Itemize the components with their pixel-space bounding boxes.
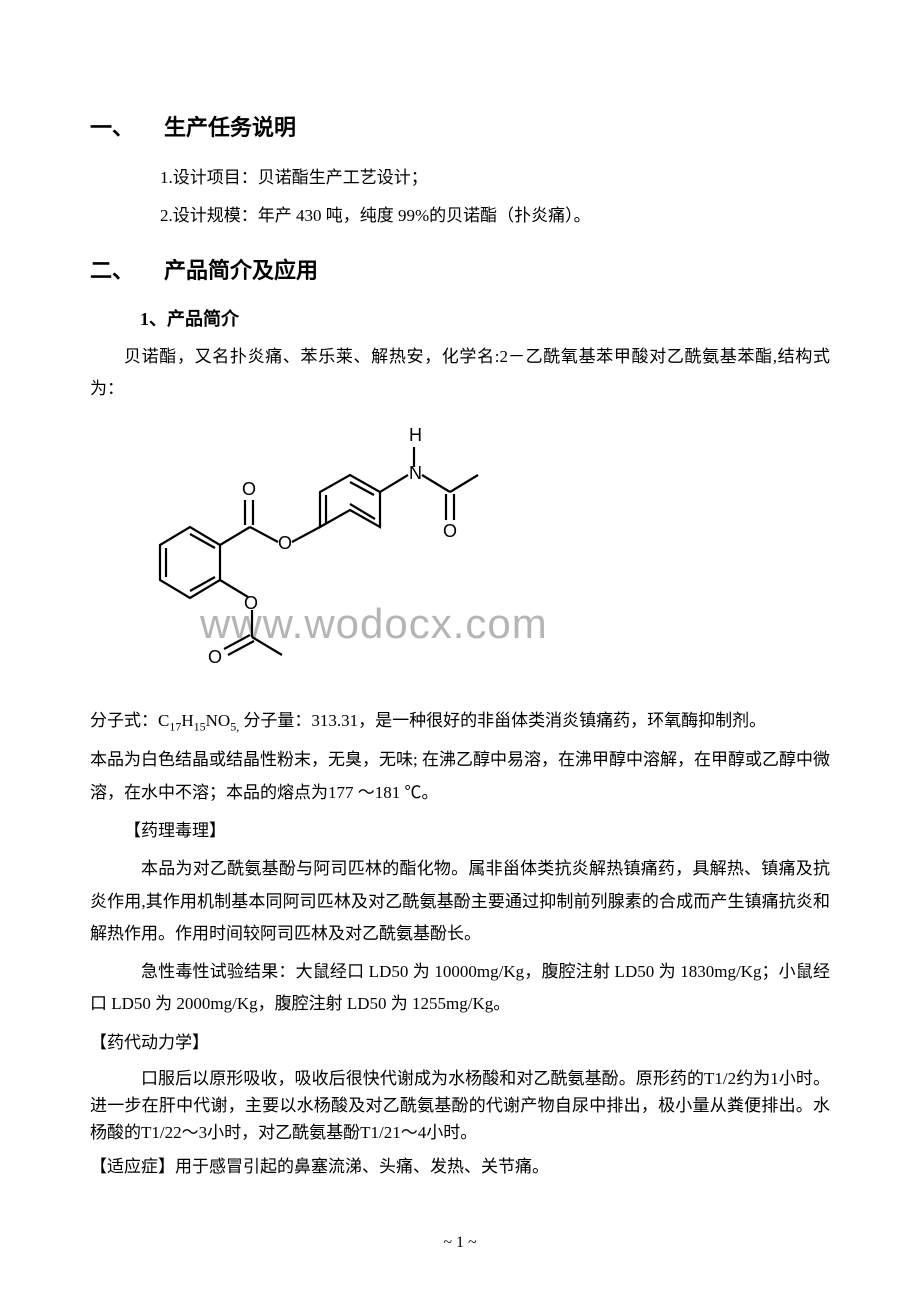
subheading-product-intro: 1、产品简介 [90, 305, 830, 331]
formula-c-sub: 17 [169, 720, 181, 734]
formula-h-sub: 15 [194, 720, 206, 734]
atom-label-o4: O [244, 593, 258, 613]
pharmacology-label: 【药理毒理】 [90, 815, 830, 847]
formula-h: H [181, 711, 193, 730]
section-product-intro: 二、 产品简介及应用 1、产品简介 贝诺酯，又名扑炎痛、苯乐莱、解热安，化学名:2… [90, 253, 830, 1180]
atom-label-o5: O [208, 647, 222, 667]
atom-label-o3: O [443, 521, 457, 541]
pharmacology-p1: 本品为对乙酰氨基酚与阿司匹林的酯化物。属非甾体类抗炎解热镇痛药，具解热、镇痛及抗… [90, 853, 830, 950]
properties-paragraph: 本品为白色结晶或结晶性粉末，无臭，无味; 在沸乙醇中易溶，在沸甲醇中溶解，在甲醇… [90, 744, 830, 809]
heading-2: 二、 产品简介及应用 [90, 253, 830, 285]
heading-1: 一、 生产任务说明 [90, 110, 830, 142]
atom-label-o2: O [278, 533, 292, 553]
heading-number: 一、 [90, 110, 134, 142]
pharmacology-p2: 急性毒性试验结果：大鼠经口 LD50 为 10000mg/Kg，腹腔注射 LD5… [90, 956, 830, 1021]
design-item-2: 2.设计规模：年产 430 吨，纯度 99%的贝诺酯（扑炎痛）。 [90, 200, 830, 232]
page-number: ~ 1 ~ [0, 1234, 920, 1252]
formula-label: 分子式： [90, 711, 158, 730]
section-production-task: 一、 生产任务说明 1.设计项目：贝诺酯生产工艺设计； 2.设计规模：年产 430… [90, 110, 830, 233]
design-item-1: 1.设计项目：贝诺酯生产工艺设计； [90, 162, 830, 194]
heading-number: 二、 [90, 253, 134, 285]
molecular-formula-line: 分子式：C17H15NO5, 分子量：313.31，是一种很好的非甾体类消炎镇痛… [90, 705, 830, 738]
indication-line: 【适应症】用于感冒引起的鼻塞流涕、头痛、发热、关节痛。 [90, 1153, 830, 1180]
atom-label-h: H [409, 425, 422, 445]
atom-label-n: N [409, 463, 422, 483]
document-content: 一、 生产任务说明 1.设计项目：贝诺酯生产工艺设计； 2.设计规模：年产 430… [90, 110, 830, 1180]
pharmacokinetics-label: 【药代动力学】 [90, 1027, 830, 1059]
atom-label-o1: O [242, 479, 256, 499]
formula-no: NO [206, 711, 231, 730]
mw-text: 分子量：313.31，是一种很好的非甾体类消炎镇痛药，环氧酶抑制剂。 [239, 711, 766, 730]
molecule-svg: H N O O O O O [120, 415, 480, 695]
formula-no-sub: 5, [230, 720, 239, 734]
intro-paragraph: 贝诺酯，又名扑炎痛、苯乐莱、解热安，化学名:2－乙酰氧基苯甲酸对乙酰氨基苯酯,结… [90, 341, 830, 406]
heading-title: 产品简介及应用 [164, 258, 318, 283]
indication-label: 【适应症】 [90, 1157, 175, 1176]
chemical-structure-diagram: H N O O O O O [120, 415, 480, 695]
pharmacokinetics-p1: 口服后以原形吸收，吸收后很快代谢成为水杨酸和对乙酰氨基酚。原形药的T1/2约为1… [90, 1065, 830, 1147]
indication-text: 用于感冒引起的鼻塞流涕、头痛、发热、关节痛。 [175, 1157, 549, 1176]
heading-title: 生产任务说明 [164, 115, 296, 140]
formula-c: C [158, 711, 169, 730]
